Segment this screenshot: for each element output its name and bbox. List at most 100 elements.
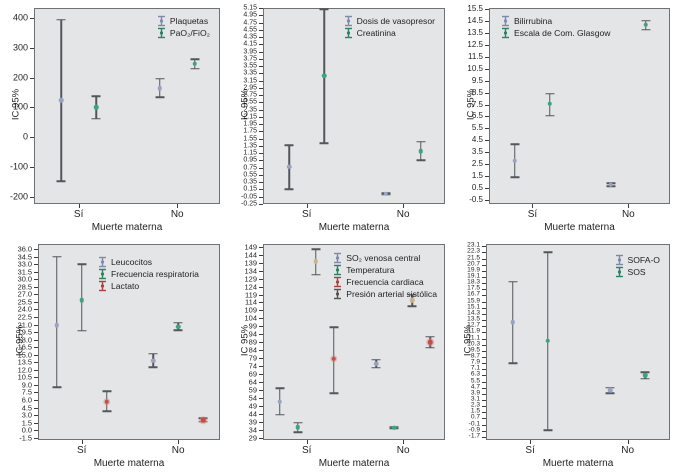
y-tick-label: 0.5 xyxy=(471,183,483,193)
legend-item-label: SOFA-O xyxy=(627,254,660,265)
y-tick-mark xyxy=(34,301,38,303)
y-tick-label: 22.5 xyxy=(17,312,32,322)
y-tick-label: 11.9 xyxy=(467,328,480,336)
error-bar-cap-top xyxy=(311,248,321,250)
y-tick-label: 7.9 xyxy=(470,358,480,366)
error-bar-cap-bottom xyxy=(56,180,66,182)
y-tick-label: 3.9 xyxy=(470,389,480,397)
y-tick-mark xyxy=(259,397,263,399)
y-tick-label: -0.25 xyxy=(241,200,257,208)
y-tick-mark xyxy=(482,375,486,377)
y-tick-label: 5.5 xyxy=(470,377,480,385)
y-tick-label: 3.35 xyxy=(243,69,257,77)
plot-area xyxy=(489,8,670,204)
y-tick-mark xyxy=(259,381,263,383)
y-tick-mark xyxy=(482,436,486,438)
y-tick-mark xyxy=(259,374,263,376)
y-tick-mark xyxy=(482,393,486,395)
y-tick-mark xyxy=(485,164,489,166)
y-tick-label: 59 xyxy=(248,385,257,395)
y-tick-label: 10.5 xyxy=(467,63,483,73)
marker-dot xyxy=(427,339,433,345)
y-tick-label: 400 xyxy=(12,12,28,23)
errorbar-icon xyxy=(334,276,342,288)
x-tick-mark xyxy=(403,204,405,208)
errorbar-icon xyxy=(99,256,106,268)
legend-item: Plaquetas xyxy=(157,15,210,27)
y-tick-label: 129 xyxy=(244,273,257,283)
y-tick-mark xyxy=(482,270,486,272)
marker-dot xyxy=(642,373,648,378)
y-tick-label: 124 xyxy=(244,281,257,291)
y-tick-mark xyxy=(34,430,38,432)
y-tick-label: 15.0 xyxy=(17,350,32,359)
y-tick-label: 4.75 xyxy=(243,19,257,27)
y-tick-label: 2.15 xyxy=(243,113,257,121)
y-tick-label: 6.3 xyxy=(470,371,480,379)
y-tick-label: 21.0 xyxy=(17,319,32,329)
y-tick-label: 7.5 xyxy=(471,99,483,109)
y-tick-label: 23.1 xyxy=(467,242,480,249)
marker-dot xyxy=(175,324,181,329)
subplot-top-middle: IC 95% 5.15 4.95 4.75 4.55 4.35 4.15 3.95 3.75 3.… xyxy=(225,0,450,236)
y-tick-label: 99 xyxy=(248,321,257,331)
x-tick-mark xyxy=(403,440,405,444)
x-tick-mark xyxy=(78,204,80,208)
marker-dot xyxy=(157,85,162,91)
y-tick-mark xyxy=(34,256,38,258)
y-tick-mark xyxy=(482,338,486,340)
y-tick-mark xyxy=(259,160,263,162)
legend-item-label: Bilirrubina xyxy=(514,15,553,26)
y-tick-mark xyxy=(482,387,486,389)
y-tick-label: -1.7 xyxy=(468,432,480,440)
legend-item: Leucocitos xyxy=(98,256,199,268)
y-tick-mark xyxy=(259,262,263,264)
y-tick-label: 0.35 xyxy=(243,178,257,186)
y-tick-label: 144 xyxy=(244,250,257,260)
y-tick-mark xyxy=(34,369,38,371)
y-tick-label: 13.5 xyxy=(467,315,480,323)
legend-item-label: Plaquetas xyxy=(169,15,209,26)
y-tick-label: 1.95 xyxy=(243,120,257,128)
y-tick-mark xyxy=(30,196,34,198)
error-bar-cap-bottom xyxy=(275,413,285,416)
legend-item: Bilirrubina xyxy=(501,15,610,27)
x-tick-label-no: No xyxy=(170,209,184,220)
y-tick-label: 4.7 xyxy=(470,383,480,391)
y-tick-mark xyxy=(259,429,263,431)
y-tick-mark xyxy=(485,200,489,202)
plot-area xyxy=(263,8,445,204)
y-tick-label: 2.35 xyxy=(243,106,257,114)
error-bar-cap-bottom xyxy=(173,329,183,331)
y-tick-label: -0.05 xyxy=(241,193,257,201)
y-tick-mark xyxy=(34,362,38,364)
y-tick-label: 0.95 xyxy=(243,156,257,164)
error-bar-cap-top xyxy=(545,92,555,95)
y-tick-label: 27.0 xyxy=(17,289,32,299)
y-tick-mark xyxy=(259,350,263,352)
error-bar-cap-top xyxy=(371,358,381,361)
error-bar-cap-top xyxy=(329,326,339,328)
legend-item-label: Frecuencia cardiaca xyxy=(346,276,424,287)
y-tick-label: 44 xyxy=(248,409,257,419)
y-tick-mark xyxy=(259,124,263,126)
y-tick-mark xyxy=(34,316,38,318)
y-tick-label: 94 xyxy=(248,329,257,339)
y-tick-label: 4.15 xyxy=(243,40,257,48)
error-bar-cap-top xyxy=(416,140,426,143)
legend-item: Temperatura xyxy=(333,264,437,276)
y-tick-mark xyxy=(482,406,486,408)
y-tick-label: 19.1 xyxy=(467,272,480,280)
y-tick-mark xyxy=(259,254,263,256)
error-bar-cap-bottom xyxy=(510,176,520,178)
y-tick-label: -0.1 xyxy=(468,420,480,428)
marker-dot xyxy=(313,258,318,264)
y-tick-mark xyxy=(482,313,486,315)
y-tick-mark xyxy=(485,80,489,82)
marker-dot xyxy=(373,361,379,366)
y-tick-label: 3.0 xyxy=(21,410,32,420)
y-tick-label: 16.7 xyxy=(467,291,480,299)
y-tick-label: -0.5 xyxy=(469,195,483,205)
errorbar-icon xyxy=(157,15,165,27)
